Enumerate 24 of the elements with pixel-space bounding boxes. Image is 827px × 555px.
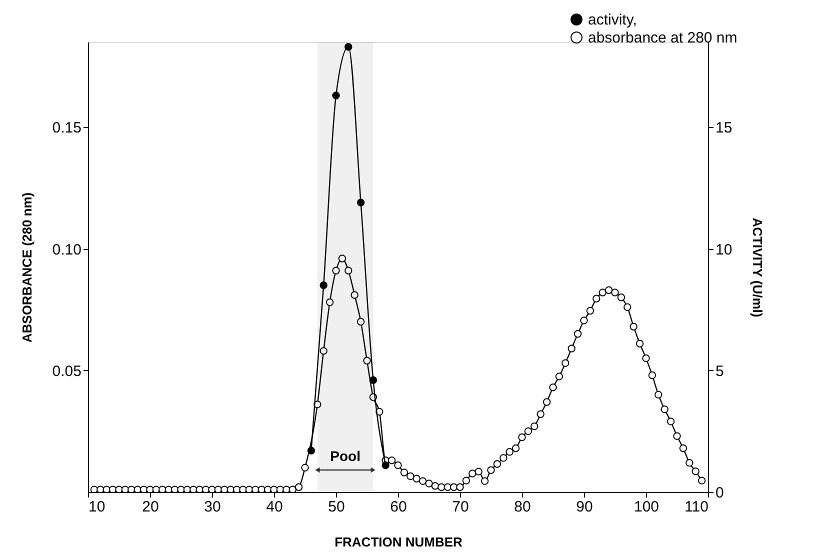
- x-tick-label: 60: [390, 498, 407, 516]
- y2-tick-label: 0: [716, 484, 724, 502]
- y-tick-label: 0.10: [52, 241, 82, 258]
- y-tick-label: 0.05: [52, 362, 82, 380]
- y-tick-label: 0.15: [52, 120, 82, 137]
- y2-tick-label: 5: [716, 362, 724, 380]
- y-axis-title: ABSORBANCE (280 nm): [19, 192, 34, 343]
- legend-label: absorbance at 280 nm: [588, 30, 738, 46]
- x-tick-label: 100: [634, 498, 660, 516]
- x-tick-label: 110: [684, 498, 708, 516]
- y2-tick-label: 10: [716, 241, 732, 258]
- x-tick-label: 80: [514, 498, 531, 516]
- x-tick-label: 10: [88, 498, 106, 516]
- x-tick-label: 40: [266, 498, 283, 516]
- x-tick-label: 90: [576, 498, 593, 516]
- y2-axis-title: ACTIVITY (U/ml): [750, 218, 766, 318]
- x-tick-label: 20: [142, 498, 159, 516]
- y2-tick-label: 15: [716, 120, 732, 137]
- legend-label: activity,: [588, 12, 637, 28]
- x-tick-label: 50: [328, 498, 345, 516]
- x-tick-label: 70: [452, 498, 469, 516]
- x-axis-title: FRACTION NUMBER: [334, 534, 464, 550]
- x-tick-label: 30: [204, 498, 221, 516]
- band-label: Pool: [330, 448, 360, 464]
